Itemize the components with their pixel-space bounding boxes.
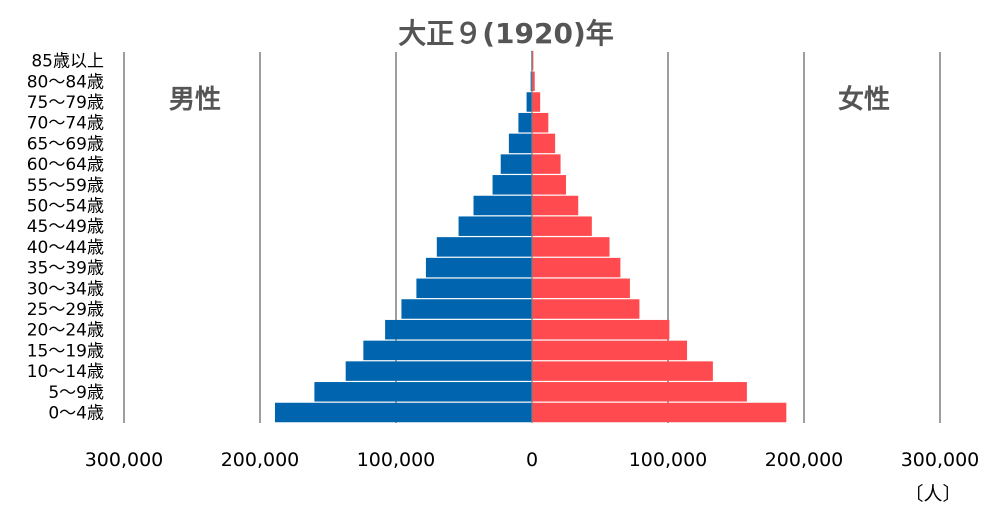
female-bar-8 [532,237,610,257]
category-label-5: 25〜29歳 [27,300,104,320]
category-label-11: 55〜59歳 [27,176,104,196]
chart-title: 大正９(1920)年 [398,17,614,50]
category-label-15: 75〜79歳 [27,93,104,113]
male-bar-1 [314,382,532,402]
male-bar-0 [274,402,532,423]
x-tick-label-2: 100,000 [357,449,436,471]
category-label-17: 85歳以上 [31,52,104,72]
category-labels: 0〜4歳5〜9歳10〜14歳15〜19歳20〜24歳25〜29歳30〜34歳35… [27,52,104,424]
male-bar-4 [385,319,532,340]
category-label-14: 70〜74歳 [27,114,104,134]
x-tick-label-5: 200,000 [765,449,844,471]
male-bar-3 [363,340,532,361]
male-bar-2 [345,361,532,381]
female-bar-4 [532,319,670,340]
bars [274,50,787,423]
male-bar-16 [530,71,532,92]
x-tick-labels: 300,000 200,000 100,000 0 100,000 200,000 300,… [85,449,980,471]
category-label-13: 65〜69歳 [27,134,104,154]
male-series-label: 男性 [169,85,221,115]
category-label-7: 35〜39歳 [27,259,104,279]
category-label-3: 15〜19歳 [27,341,104,361]
male-bar-5 [401,299,532,319]
female-bar-17 [532,50,534,71]
category-label-6: 30〜34歳 [27,279,104,299]
category-label-10: 50〜54歳 [27,197,104,217]
male-bar-9 [458,216,532,236]
female-bar-11 [532,175,566,195]
male-bar-15 [526,92,532,112]
category-label-2: 10〜14歳 [27,362,104,382]
female-bar-6 [532,278,630,299]
x-tick-label-1: 200,000 [221,449,300,471]
female-bar-14 [532,112,549,133]
category-label-16: 80〜84歳 [27,72,104,92]
female-bar-15 [532,92,541,112]
category-label-8: 40〜44歳 [27,238,104,258]
gridlines [123,52,941,423]
category-label-1: 5〜9歳 [48,383,104,403]
male-bar-12 [500,154,532,174]
female-bar-12 [532,154,561,174]
unit-label: 〔人〕 [904,483,961,505]
x-tick-label-6: 300,000 [901,449,980,471]
female-bar-10 [532,195,579,216]
male-bar-8 [436,237,532,257]
female-bar-1 [532,382,747,402]
x-tick-label-0: 300,000 [85,449,164,471]
female-bar-0 [532,402,787,423]
female-bar-16 [532,71,535,92]
male-bar-6 [416,278,532,299]
x-tick-label-4: 100,000 [629,449,708,471]
female-bar-7 [532,257,621,278]
category-label-0: 0〜4歳 [48,404,104,424]
category-label-4: 20〜24歳 [27,321,104,341]
female-bar-3 [532,340,688,361]
x-tick-label-3: 0 [526,449,538,471]
female-bar-2 [532,361,713,381]
male-bar-11 [492,175,532,195]
category-label-12: 60〜64歳 [27,155,104,175]
male-bar-13 [508,133,532,154]
female-bar-5 [532,299,640,319]
category-label-9: 45〜49歳 [27,217,104,237]
female-bar-9 [532,216,592,236]
male-bar-7 [425,257,532,278]
male-bar-14 [518,112,532,133]
male-bar-10 [473,195,532,216]
female-series-label: 女性 [838,84,890,115]
female-bar-13 [532,133,556,154]
